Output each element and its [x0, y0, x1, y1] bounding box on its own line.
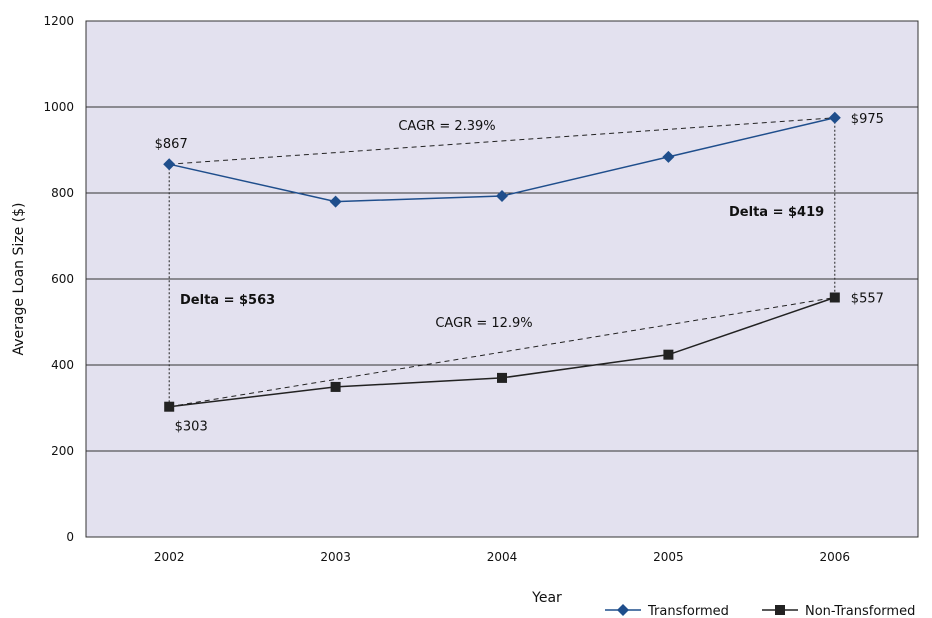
y-tick-label: 800 — [51, 186, 74, 200]
y-tick-label: 1200 — [43, 14, 74, 28]
x-axis-title: Year — [531, 590, 562, 606]
x-tick-label: 2004 — [487, 550, 518, 564]
data-point-transformed — [828, 111, 841, 124]
data-point-transformed — [662, 150, 675, 163]
y-tick-label: 600 — [51, 272, 74, 286]
y-tick-label: 200 — [51, 444, 74, 458]
data-point-non-transformed — [829, 292, 840, 303]
data-label: $867 — [155, 137, 188, 152]
delta-right-annotation: Delta = $419 — [729, 205, 824, 220]
y-axis-title: Average Loan Size ($) — [11, 203, 27, 356]
cagr-transformed-annotation: CAGR = 2.39% — [398, 119, 495, 134]
legend-label: Non-Transformed — [805, 604, 915, 618]
x-tick-label: 2006 — [820, 550, 851, 564]
data-point-transformed — [163, 158, 176, 171]
axis-ticks: 0 200 400 600 800 1000 1200 2002 2003 2004 2005 200… — [43, 14, 850, 564]
reference-lines — [168, 117, 836, 408]
data-label: $557 — [851, 291, 884, 306]
data-labels: $867 $975 $303 $557 — [155, 112, 884, 435]
gridlines — [86, 106, 918, 452]
legend-marker — [617, 604, 629, 616]
series-group — [163, 111, 841, 412]
legend-label: Transformed — [647, 604, 729, 618]
data-point-non-transformed — [164, 401, 175, 412]
y-tick-label: 1000 — [43, 100, 74, 114]
data-point-non-transformed — [330, 381, 341, 392]
data-point-non-transformed — [497, 372, 507, 383]
legend-item-transformed: Transformed — [605, 604, 729, 618]
legend-marker — [775, 605, 785, 615]
x-tick-label: 2005 — [653, 550, 684, 564]
data-point-non-transformed — [663, 349, 674, 360]
data-point-transformed — [496, 190, 508, 203]
data-label: $975 — [851, 112, 884, 127]
cagr-line-non-transformed — [169, 296, 835, 408]
cagr-line-transformed — [169, 117, 835, 165]
y-tick-label: 0 — [66, 530, 74, 544]
legend-item-non-transformed: Non-Transformed — [762, 604, 915, 618]
y-tick-label: 400 — [51, 358, 74, 372]
cagr-non-transformed-annotation: CAGR = 12.9% — [435, 316, 532, 331]
delta-left-annotation: Delta = $563 — [180, 293, 275, 308]
legend: Transformed Non-Transformed — [605, 604, 915, 618]
x-tick-label: 2003 — [320, 550, 351, 564]
data-point-transformed — [329, 195, 342, 208]
data-label: $303 — [175, 420, 208, 435]
x-tick-label: 2002 — [154, 550, 185, 564]
